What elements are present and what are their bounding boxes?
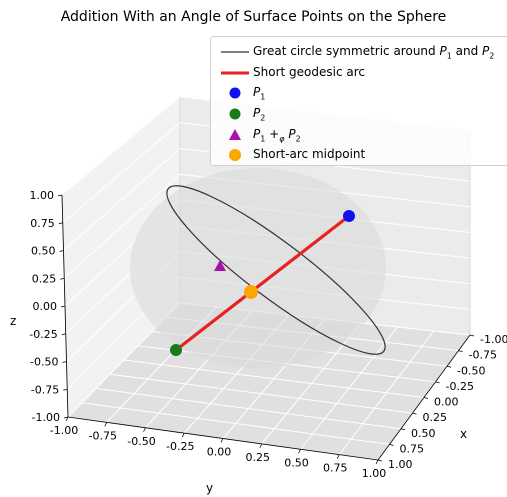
legend: Great circle symmetric around P1 and P2 … [210, 36, 507, 166]
x-tick [389, 443, 394, 446]
y-tick-label: 1.00 [362, 467, 387, 480]
z-tick [60, 305, 66, 308]
z-tick [63, 416, 69, 419]
z-tick-label: 0.00 [33, 300, 58, 313]
x-tick-label: -0.50 [457, 364, 485, 377]
z-tick [59, 250, 64, 252]
legend-item-midpoint: Short-arc midpoint [211, 144, 507, 166]
sphere [130, 168, 386, 368]
x-tick-label: 1.00 [388, 458, 413, 471]
y-tick-label: -1.00 [50, 424, 78, 437]
y-tick [104, 422, 108, 427]
z-tick-label: 0.25 [32, 272, 57, 285]
x-tick [458, 350, 463, 353]
z-gridline [62, 122, 181, 224]
point-p2 [170, 344, 182, 356]
x-tick [412, 412, 417, 415]
x-tick [446, 365, 452, 368]
z-tick [58, 222, 63, 225]
y-tick-label: -0.50 [127, 435, 155, 448]
z-tick [63, 388, 68, 391]
x-tick [423, 397, 429, 399]
y-tick-label: 0.00 [207, 446, 232, 459]
legend-line-short-arc [221, 71, 249, 75]
point-sum-triangle [214, 260, 226, 271]
y-tick [65, 416, 69, 422]
z-ticks: -1.00 -0.75 -0.50 -0.25 0.00 0.25 0.50 0.75 1.00 [29, 189, 69, 424]
legend-item-p1: P1 [211, 82, 507, 104]
z-tick-label: 0.50 [31, 245, 56, 258]
x-gridline [123, 359, 425, 398]
x-tick [435, 381, 440, 384]
chart-title: Addition With an Angle of Surface Points… [60, 9, 447, 25]
legend-label-p1: P1 [253, 85, 266, 102]
y-tick [298, 449, 301, 454]
x-tick [469, 334, 475, 337]
x-gridline [95, 388, 402, 430]
y-tick [181, 432, 185, 438]
point-p1 [343, 210, 355, 222]
y-tick [336, 454, 340, 459]
x-tick-label: 0.00 [434, 396, 459, 409]
x-tick-label: 0.50 [411, 427, 436, 440]
z-gridline [63, 148, 181, 251]
x-gridline [81, 402, 390, 445]
x-tick-label: 0.75 [400, 442, 425, 455]
y-tick [375, 459, 379, 465]
legend-marker-sum [229, 129, 241, 140]
y-tick-label: -0.75 [89, 429, 117, 442]
x-tick [400, 428, 406, 431]
z-tick-label: -0.25 [29, 328, 57, 341]
x-tick-label: -0.25 [446, 380, 474, 393]
z-tick-label: -1.00 [32, 411, 60, 424]
x-tick [377, 459, 383, 462]
x-gridline [109, 373, 413, 414]
legend-label-short-arc: Short geodesic arc [253, 65, 365, 79]
z-tick [57, 194, 63, 197]
x-axis-label: x [460, 427, 467, 441]
legend-line-great-circle [221, 51, 249, 53]
x-tick-label: -1.00 [480, 333, 507, 346]
y-axis-label: y [206, 481, 213, 495]
z-tick [62, 361, 67, 363]
legend-label-p2: P2 [253, 106, 266, 123]
z-tick-label: 0.75 [30, 217, 55, 230]
z-tick-label: -0.75 [31, 383, 59, 396]
x-ticks: -1.00 -0.75 -0.50 -0.25 0.00 0.25 0.50 0.75 1.00 [377, 333, 507, 471]
legend-label-sum: P1 +φ P2 [253, 127, 301, 144]
z-tick [61, 333, 66, 336]
great-circle-line [166, 185, 386, 355]
y-tick-label: 0.75 [323, 462, 348, 475]
legend-item-great-circle: Great circle symmetric around P1 and P2 [211, 41, 507, 63]
z-gridline [61, 96, 181, 196]
y-ticks: -1.00 -0.75 -0.50 -0.25 0.00 0.25 0.50 0.75 1.00 [50, 416, 387, 480]
x-tick-label: 0.25 [423, 411, 448, 424]
legend-marker-p1 [229, 87, 241, 99]
legend-item-short-arc: Short geodesic arc [211, 62, 507, 84]
legend-marker-midpoint [229, 149, 241, 161]
legend-label-midpoint: Short-arc midpoint [253, 147, 366, 161]
legend-item-p2: P2 [211, 103, 507, 125]
y-tick [220, 438, 224, 443]
y-tick-label: 0.50 [284, 456, 309, 469]
z-tick-label: -0.50 [30, 356, 58, 369]
z-axis-label: z [10, 314, 16, 328]
z-tick-label: 1.00 [30, 189, 55, 202]
x-tick-label: -0.75 [469, 349, 497, 362]
legend-label-great-circle: Great circle symmetric around P1 and P2 [253, 44, 495, 61]
z-gridline [63, 173, 181, 279]
y-tick [143, 427, 146, 432]
legend-item-sum: P1 +φ P2 [211, 124, 507, 146]
short-arc-line [175, 214, 350, 352]
z-tick [60, 277, 65, 280]
point-midpoint [244, 285, 258, 299]
y-tick-label: 0.25 [246, 451, 271, 464]
legend-marker-p2 [229, 108, 241, 120]
y-tick [259, 443, 263, 449]
y-tick-label: -0.25 [166, 440, 194, 453]
